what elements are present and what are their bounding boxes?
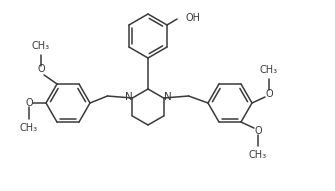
Text: CH₃: CH₃	[32, 41, 50, 51]
Text: CH₃: CH₃	[260, 65, 278, 75]
Text: O: O	[25, 98, 33, 108]
Text: CH₃: CH₃	[249, 150, 267, 160]
Text: OH: OH	[185, 13, 200, 23]
Text: O: O	[265, 89, 273, 99]
Text: N: N	[164, 92, 172, 102]
Text: CH₃: CH₃	[20, 123, 38, 133]
Text: O: O	[37, 64, 45, 74]
Text: N: N	[125, 92, 132, 102]
Text: O: O	[254, 126, 262, 136]
